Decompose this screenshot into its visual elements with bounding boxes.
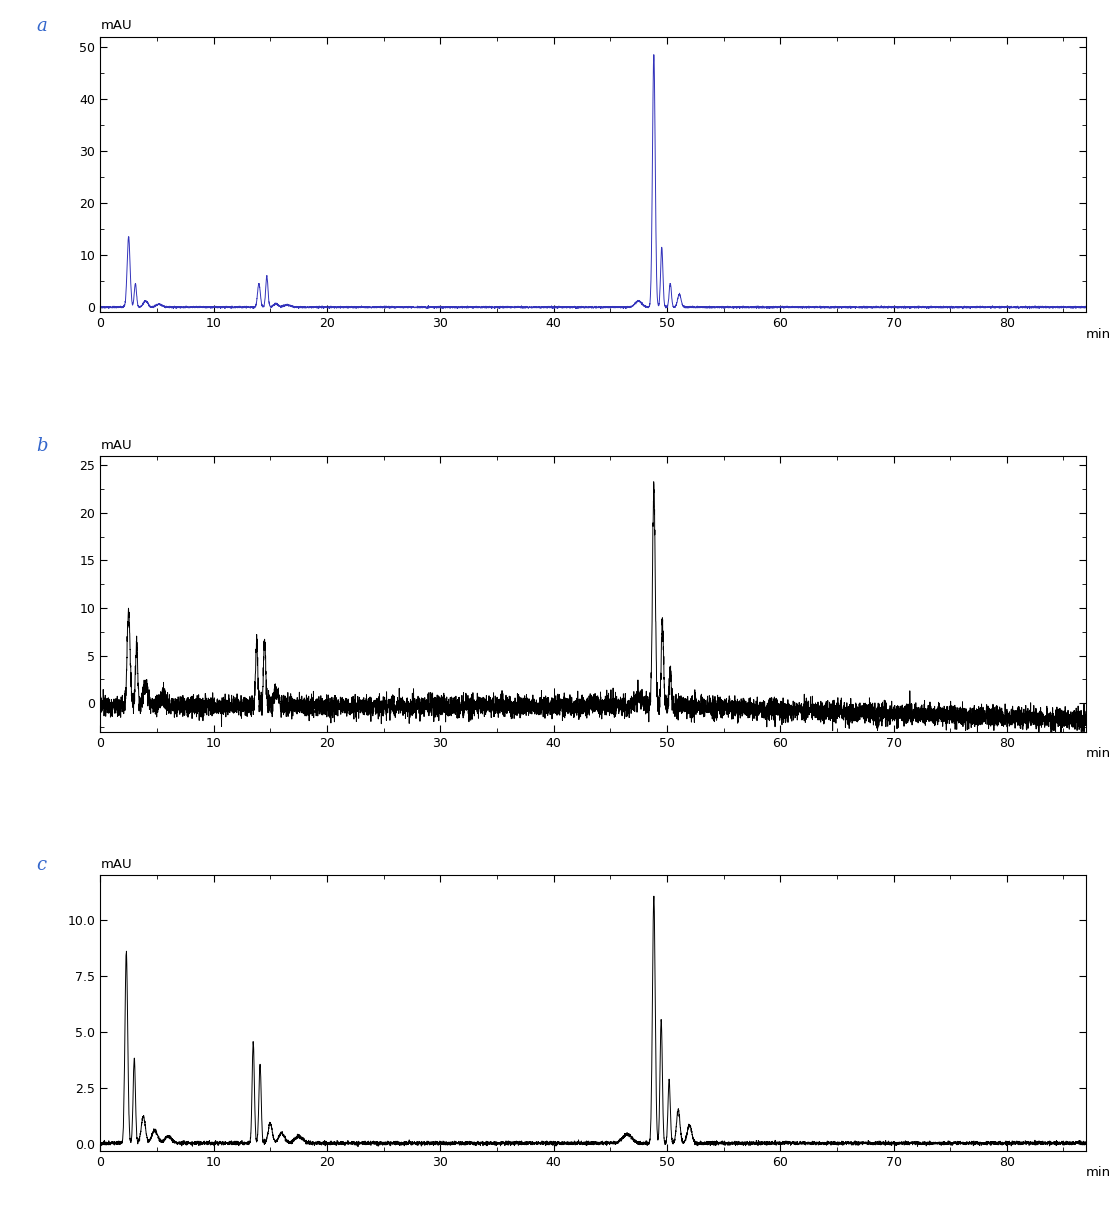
Text: min: min bbox=[1086, 1166, 1112, 1179]
Text: a: a bbox=[36, 17, 47, 35]
Text: c: c bbox=[36, 856, 47, 873]
Text: mAU: mAU bbox=[100, 19, 131, 33]
Text: mAU: mAU bbox=[100, 857, 131, 871]
Text: min: min bbox=[1086, 747, 1112, 760]
Text: b: b bbox=[36, 436, 48, 454]
Text: min: min bbox=[1086, 328, 1112, 341]
Text: mAU: mAU bbox=[100, 438, 131, 452]
